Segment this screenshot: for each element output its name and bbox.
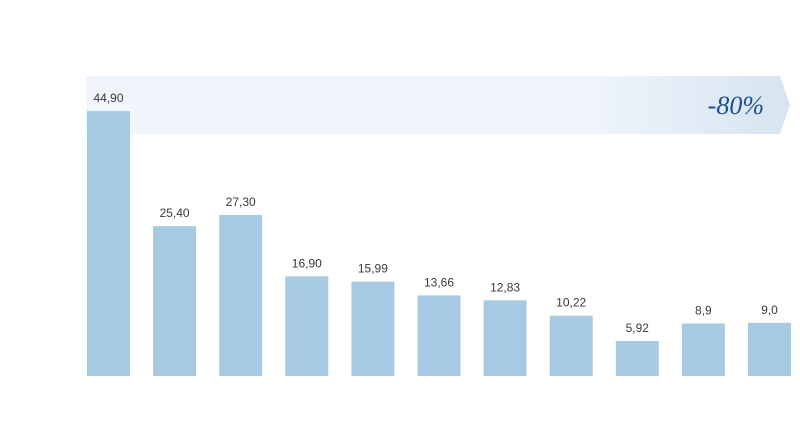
bar (87, 111, 130, 376)
value-label: 12,83 (490, 280, 520, 294)
value-label: 13,66 (424, 275, 454, 289)
bar (285, 276, 329, 376)
bar (748, 322, 791, 376)
bar (549, 315, 593, 376)
bar (351, 281, 395, 376)
bar (681, 323, 725, 376)
value-label: 27,30 (226, 195, 256, 209)
bar (483, 300, 527, 376)
bar (153, 226, 197, 376)
banner-arrow (86, 76, 790, 134)
value-label: 5,92 (626, 321, 650, 335)
bar (615, 341, 659, 376)
value-label: 25,40 (160, 206, 190, 220)
value-label: 8,9 (695, 303, 712, 317)
value-label: 15,99 (358, 262, 388, 276)
annotation: -80% (708, 91, 764, 120)
value-label: 9,0 (761, 303, 778, 317)
value-label: 44,90 (93, 91, 123, 105)
value-label: 16,90 (292, 256, 322, 270)
value-label: 10,22 (556, 296, 586, 310)
bar (417, 295, 461, 376)
bar (219, 214, 263, 376)
